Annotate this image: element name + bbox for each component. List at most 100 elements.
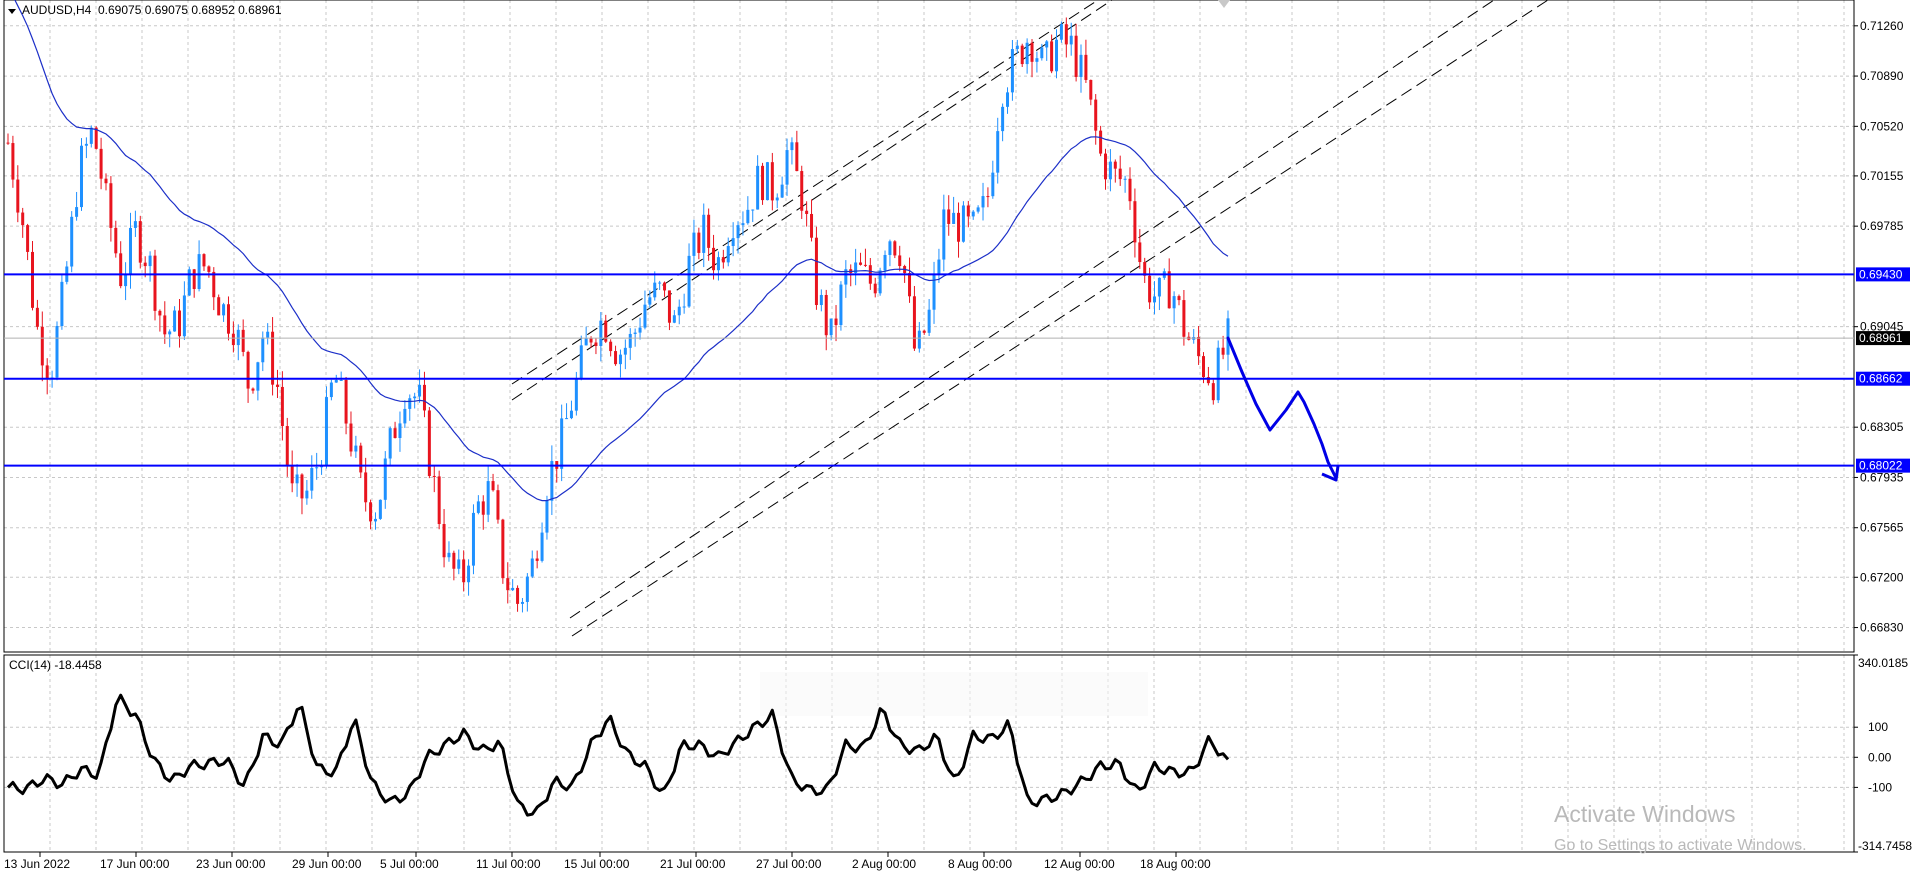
candle-bear (824, 294, 828, 336)
candle-bear (40, 326, 44, 366)
price-tick-label: 0.70155 (1860, 169, 1904, 183)
candle-bull (726, 246, 730, 263)
candle-bull (324, 397, 328, 467)
candle-bear (1128, 178, 1132, 202)
candle-bull (1055, 39, 1059, 72)
candle-bull (1015, 45, 1019, 50)
candle-bull (1040, 47, 1044, 59)
candle-bull (1035, 58, 1039, 62)
candle-bear (859, 262, 863, 265)
candle-bull (687, 255, 691, 307)
symbol-label: AUDUSD,H4 (22, 3, 92, 17)
candle-bull (565, 418, 569, 420)
candle-bear (30, 251, 34, 308)
candle-bull (354, 445, 358, 452)
candle-bear (908, 273, 912, 297)
candle-bear (11, 143, 15, 180)
candle-bull (692, 232, 696, 256)
candle-bear (271, 331, 275, 385)
candle-bear (1030, 42, 1034, 62)
candle-bull (633, 332, 637, 334)
candle-bear (912, 296, 916, 349)
level-tag-0 (1856, 267, 1910, 282)
candle-bull (398, 423, 402, 438)
candle-bull (751, 209, 755, 211)
candle-bull (124, 274, 128, 287)
candle-bear (231, 333, 235, 346)
price-tick-label: 0.68305 (1860, 420, 1904, 434)
candle-bull (256, 362, 260, 391)
candle-bear (898, 255, 902, 267)
candle-bull (991, 172, 995, 197)
indicator-panel[interactable] (3, 654, 1855, 853)
candle-bear (810, 213, 814, 238)
candle-bear (217, 297, 221, 316)
candle-bull (315, 467, 319, 469)
candle-bull (373, 518, 377, 522)
candle-bull (746, 209, 750, 224)
cci-line (6, 693, 1230, 817)
candle-bear (1177, 296, 1181, 301)
candle-bull (560, 418, 564, 469)
candle-bull (403, 408, 407, 424)
candle-bull (648, 297, 652, 305)
candle-bear (158, 310, 162, 316)
candle-bull (878, 270, 882, 294)
candle-bull (525, 576, 529, 602)
candle-bull (780, 184, 784, 198)
price-tick-label: 0.67935 (1860, 470, 1904, 484)
price-tick-label: 0.71260 (1860, 19, 1904, 33)
candle-bull (467, 565, 471, 583)
candle-bull (638, 327, 642, 333)
candle-bear (163, 315, 167, 335)
candle-bear (491, 481, 495, 491)
time-axis: 13 Jun 2022 17 Jun 00:00 23 Jun 00:00 29 Ju… (4, 852, 1211, 871)
candle-bear (481, 501, 485, 515)
price-panel[interactable] (3, 0, 1855, 653)
chart-header: AUDUSD,H4 0.69075 0.69075 0.68952 0.6896… (8, 0, 1230, 17)
candle-bull (829, 318, 833, 336)
candle-bear (1167, 271, 1171, 309)
candle-bull (320, 466, 324, 468)
candle-bull (569, 410, 573, 419)
candle-bear (138, 221, 142, 263)
candle-bull (540, 532, 544, 561)
horizontal-levels[interactable] (4, 273, 1854, 467)
candle-bear (241, 329, 245, 352)
candle-bull (1108, 161, 1112, 180)
level-tag-2-text: 0.68022 (1859, 459, 1903, 473)
candle-bull (599, 320, 603, 347)
candle-bear (873, 283, 877, 294)
candle-bear (922, 330, 926, 333)
candle-bull (927, 309, 931, 333)
dropdown-triangle-icon[interactable] (8, 9, 16, 14)
level-tag-0-text: 0.69430 (1859, 267, 1903, 281)
candle-bull (952, 212, 956, 224)
candle-bear (721, 257, 725, 263)
price-tick-label: 0.69045 (1860, 320, 1904, 334)
watermark-title: Activate Windows (1554, 801, 1736, 827)
candle-bull (133, 221, 137, 228)
candle-bull (618, 354, 622, 365)
candle-bull (996, 131, 1000, 173)
candle-bull (765, 162, 769, 201)
candle-bull (476, 501, 480, 513)
candle-bull (579, 345, 583, 378)
candle-bull (173, 310, 177, 332)
candle-bull (530, 558, 534, 577)
candle-bull (550, 461, 554, 501)
projection-arrow[interactable] (1226, 336, 1340, 482)
candle-bear (246, 351, 250, 389)
candle-bear (251, 388, 255, 391)
candle-bear (290, 465, 294, 484)
time-tick-label: 15 Jul 00:00 (564, 857, 630, 871)
candle-bear (609, 341, 613, 352)
candle-bear (1074, 35, 1078, 77)
candle-bear (1143, 262, 1147, 276)
candle-bear (119, 253, 123, 287)
candle-bull (731, 238, 735, 247)
candle-bear (589, 338, 593, 343)
candle-bear (697, 232, 701, 253)
candle-bull (383, 458, 387, 500)
